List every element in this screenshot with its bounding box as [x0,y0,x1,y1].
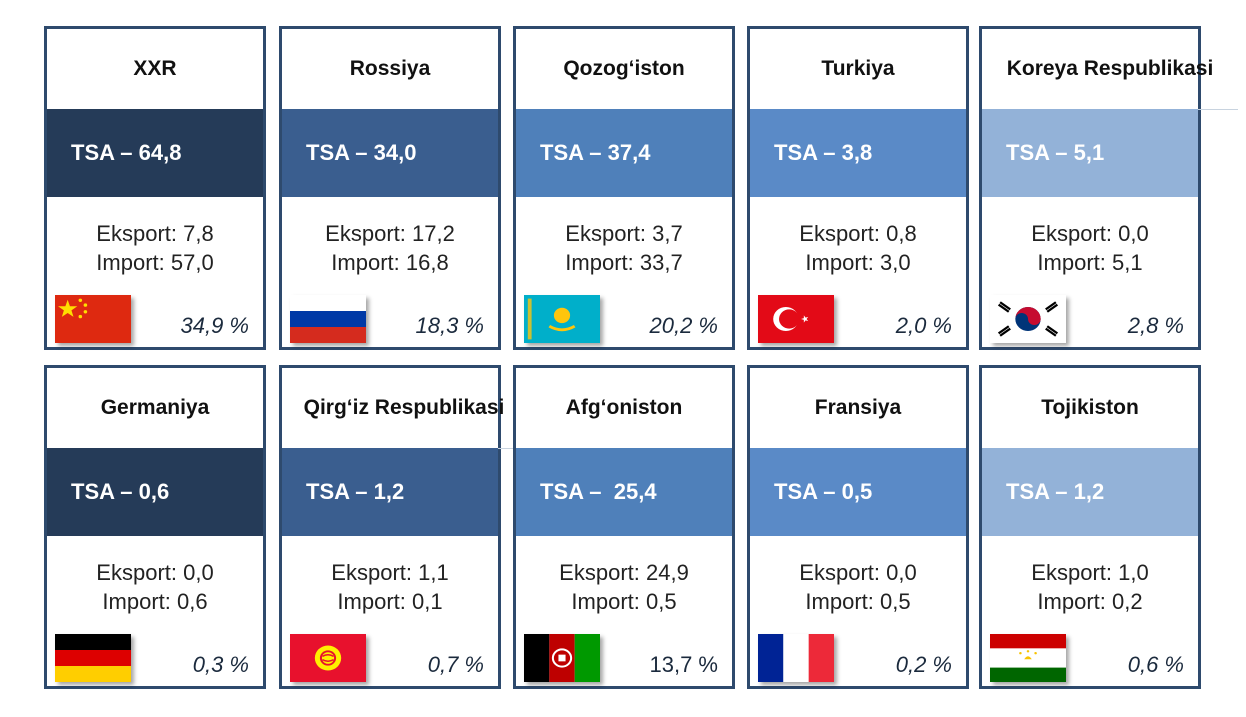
country-card-fransiya: Fransiya TSA – 0,5 Eksport: 0,0 Import: … [747,365,969,689]
trade-stats: Eksport: 7,8 Import: 57,0 [47,219,263,277]
country-title: Turkiya [750,29,966,110]
france-flag-icon [758,634,834,682]
export-value: Eksport: 0,0 [96,560,214,585]
import-value: Import: 0,6 [102,589,208,614]
share-percent: 2,0 % [895,313,952,338]
share-percent: 13,7 % [649,652,719,677]
trade-stats: Eksport: 3,7 Import: 33,7 [516,219,732,277]
export-value: Eksport: 7,8 [96,221,214,246]
import-value: Import: 3,0 [805,250,911,275]
import-value: Import: 57,0 [96,250,214,275]
import-value: Import: 0,5 [805,589,911,614]
country-card-afgoniston: Afg‘oniston TSA – 25,4 Eksport: 24,9 Imp… [513,365,735,689]
tsa-value: TSA – 1,2 [282,448,498,536]
share-percent: 20,2 % [649,313,719,338]
country-title: Germaniya [47,368,263,449]
import-value: Import: 0,5 [571,589,677,614]
tsa-value: TSA – 3,8 [750,109,966,197]
germany-flag-icon [55,634,131,682]
country-card-qirgiz: Qirg‘iz Respublikasi TSA – 1,2 Eksport: … [279,365,526,689]
trade-stats: Eksport: 0,0 Import: 0,5 [750,558,966,616]
share-percent: 2,8 % [1127,313,1184,338]
country-card-tojikiston: Tojikiston TSA – 1,2 Eksport: 1,0 Import… [979,365,1201,689]
share-percent: 0,3 % [192,652,249,677]
export-value: Eksport: 24,9 [559,560,689,585]
trade-stats: Eksport: 24,9 Import: 0,5 [516,558,732,616]
share-percent: 18,3 % [415,313,485,338]
trade-stats: Eksport: 0,0 Import: 0,6 [47,558,263,616]
country-title: Afg‘oniston [516,368,732,449]
tsa-value: TSA – 34,0 [282,109,498,197]
trade-stats: Eksport: 0,8 Import: 3,0 [750,219,966,277]
country-card-rossiya: Rossiya TSA – 34,0 Eksport: 17,2 Import:… [279,26,501,350]
trade-stats: Eksport: 1,0 Import: 0,2 [982,558,1198,616]
export-value: Eksport: 1,0 [1031,560,1149,585]
tsa-value: TSA – 0,5 [750,448,966,536]
country-card-koreya: Koreya Respublikasi TSA – 5,1 Eksport: 0… [979,26,1238,350]
kyrgyzstan-flag-icon [290,634,366,682]
share-percent: 0,6 % [1127,652,1184,677]
country-title: Qozog‘iston [516,29,732,110]
share-percent: 34,9 % [180,313,250,338]
tsa-value: TSA – 37,4 [516,109,732,197]
tsa-value: TSA – 1,2 [982,448,1198,536]
country-title: Fransiya [750,368,966,449]
import-value: Import: 0,2 [1037,589,1143,614]
export-value: Eksport: 3,7 [565,221,683,246]
import-value: Import: 0,1 [337,589,443,614]
china-flag-icon [55,295,131,343]
country-title: Tojikiston [982,368,1198,449]
tajikistan-flag-icon [990,634,1066,682]
turkey-flag-icon [758,295,834,343]
export-value: Eksport: 0,0 [1031,221,1149,246]
kazakhstan-flag-icon [524,295,600,343]
south-korea-flag-icon [990,295,1066,343]
export-value: Eksport: 0,8 [799,221,917,246]
russia-flag-icon [290,295,366,343]
tsa-value: TSA – 64,8 [47,109,263,197]
tsa-value: TSA – 5,1 [982,109,1198,197]
share-percent: 0,7 % [427,652,484,677]
country-card-germaniya: Germaniya TSA – 0,6 Eksport: 0,0 Import:… [44,365,266,689]
country-card-turkiya: Turkiya TSA – 3,8 Eksport: 0,8 Import: 3… [747,26,969,350]
tsa-value: TSA – 0,6 [47,448,263,536]
trade-stats: Eksport: 0,0 Import: 5,1 [982,219,1198,277]
trade-stats: Eksport: 17,2 Import: 16,8 [282,219,498,277]
country-title: Koreya Respublikasi [982,29,1238,110]
import-value: Import: 5,1 [1037,250,1143,275]
country-title: Rossiya [282,29,498,110]
afghanistan-flag-icon [524,634,600,682]
country-title: XXR [47,29,263,110]
export-value: Eksport: 1,1 [331,560,449,585]
country-title: Qirg‘iz Respublikasi [282,368,526,449]
country-card-qozogiston: Qozog‘iston TSA – 37,4 Eksport: 3,7 Impo… [513,26,735,350]
export-value: Eksport: 17,2 [325,221,455,246]
share-percent: 0,2 % [895,652,952,677]
import-value: Import: 33,7 [565,250,683,275]
tsa-value: TSA – 25,4 [516,448,732,536]
country-card-xxr: XXR TSA – 64,8 Eksport: 7,8 Import: 57,0… [44,26,266,350]
import-value: Import: 16,8 [331,250,449,275]
trade-stats: Eksport: 1,1 Import: 0,1 [282,558,498,616]
export-value: Eksport: 0,0 [799,560,917,585]
